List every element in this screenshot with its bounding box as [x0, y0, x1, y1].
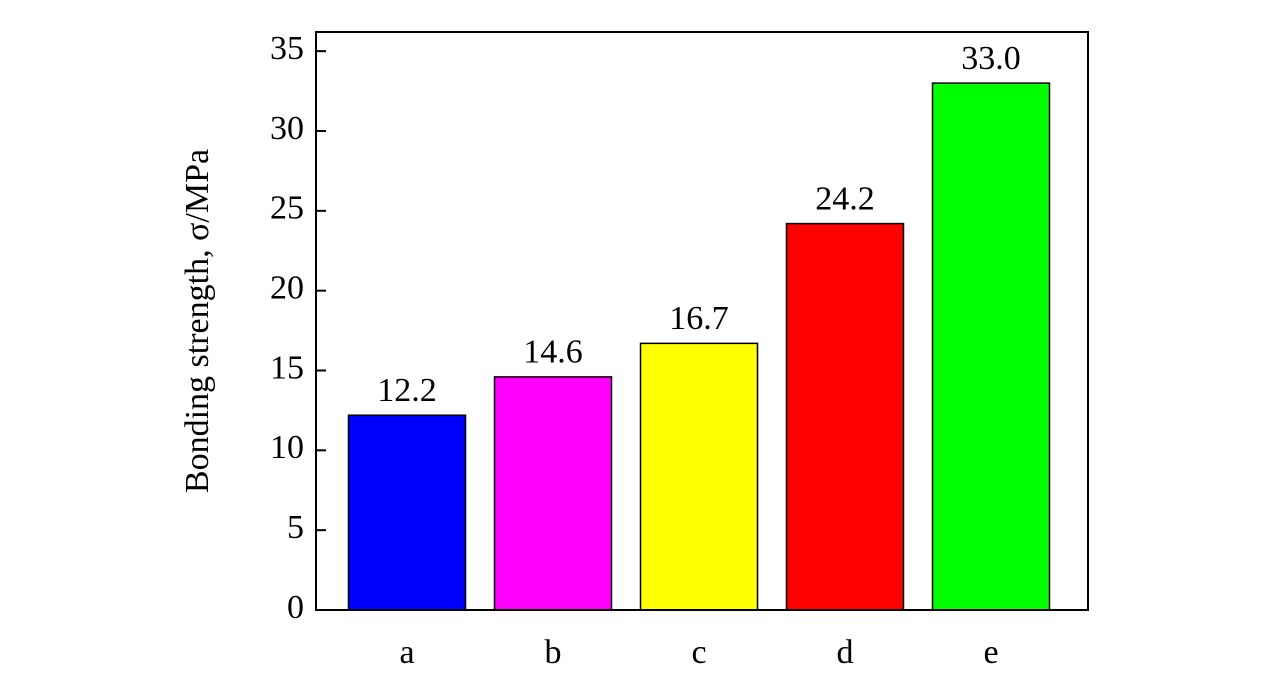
bar: [785, 222, 905, 611]
y-tick-label: 35: [270, 30, 304, 67]
bar: [639, 342, 759, 611]
x-tick-label: c: [691, 634, 706, 671]
x-tick-label: a: [399, 634, 414, 671]
y-tick-label: 10: [270, 429, 304, 466]
value-label: 16.7: [669, 300, 729, 337]
plot-frame: [315, 31, 1089, 611]
x-tick-label: b: [545, 634, 562, 671]
bar: [493, 376, 613, 611]
bar: [347, 414, 467, 611]
y-tick-label: 0: [287, 589, 304, 626]
value-label: 24.2: [815, 180, 875, 217]
y-tick-label: 20: [270, 269, 304, 306]
y-tick-label: 25: [270, 190, 304, 227]
x-tick-label: e: [983, 634, 998, 671]
y-tick-label: 30: [270, 110, 304, 147]
y-tick-label: 5: [287, 509, 304, 546]
x-tick-label: d: [837, 634, 854, 671]
value-label: 14.6: [523, 334, 583, 371]
value-label: 33.0: [961, 40, 1021, 77]
bar: [931, 82, 1051, 611]
value-label: 12.2: [377, 372, 437, 409]
y-axis-label: Bonding strength, σ/MPa: [179, 149, 216, 493]
y-tick-label: 15: [270, 349, 304, 386]
